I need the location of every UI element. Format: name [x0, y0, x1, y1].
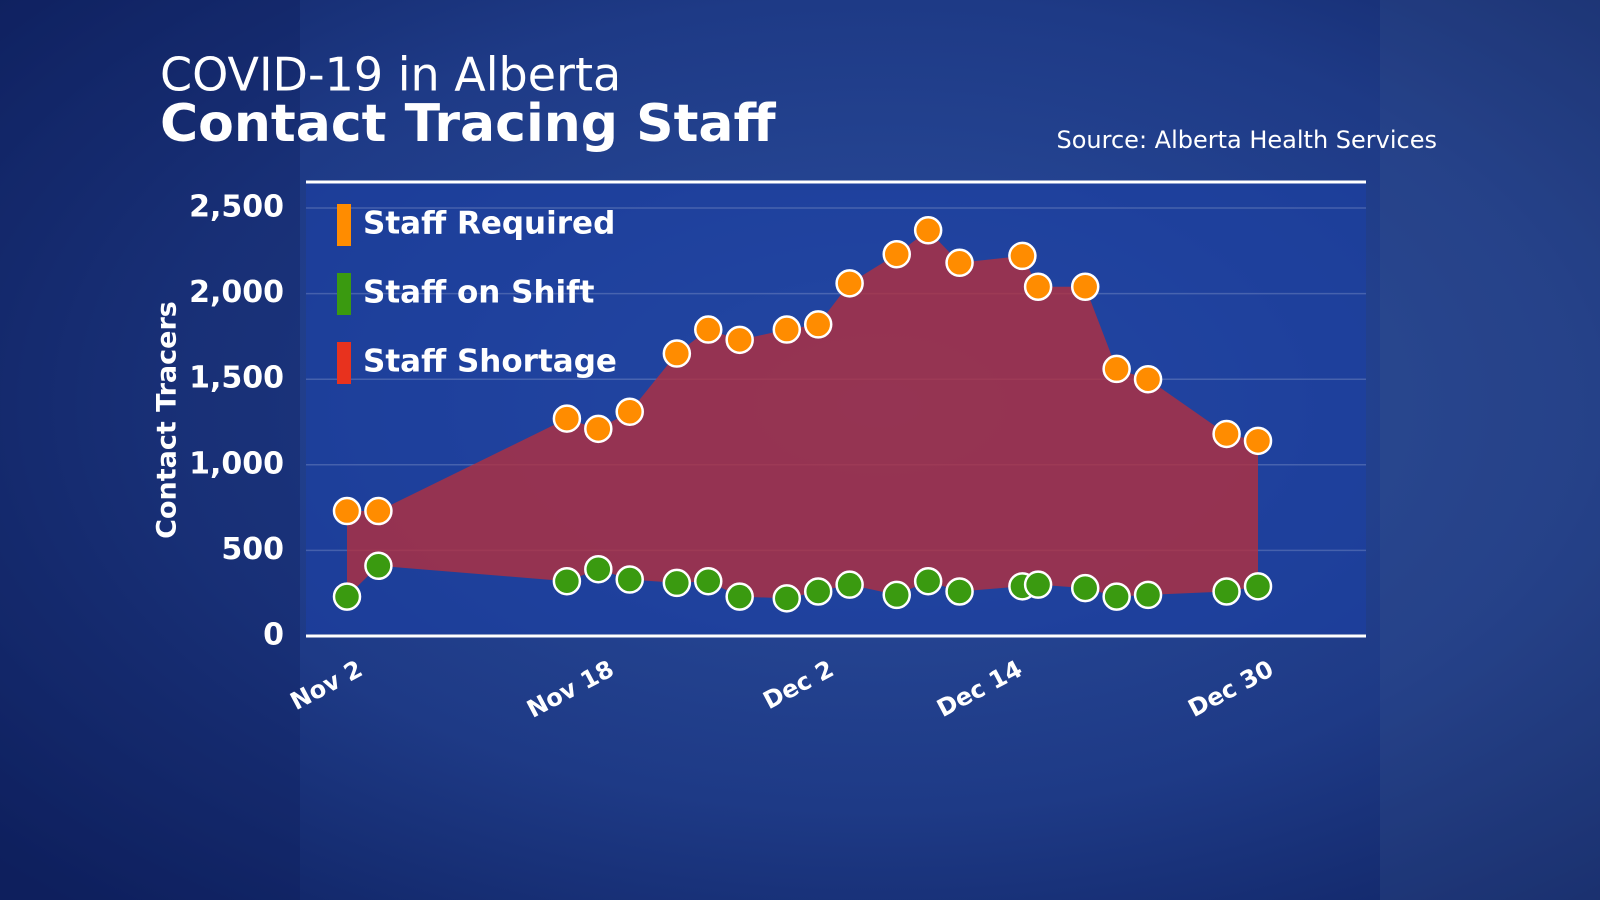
point — [945, 577, 974, 606]
point — [913, 216, 943, 245]
point — [1102, 354, 1131, 384]
point — [1070, 573, 1100, 603]
legend-swatch — [337, 204, 351, 246]
legend-label: Staff Required — [363, 206, 615, 242]
chart-subtitle: Contact Tracing Staff — [160, 94, 777, 154]
point — [725, 582, 754, 611]
chart-title: COVID-19 in Alberta — [160, 48, 621, 102]
point — [662, 339, 692, 368]
y-tick-label: 2,500 — [189, 190, 284, 225]
legend-swatch — [337, 342, 351, 384]
point — [584, 414, 613, 444]
y-tick-label: 500 — [221, 532, 284, 567]
legend-swatch — [337, 273, 351, 315]
background-shade — [1380, 0, 1600, 900]
y-axis-label: Contact Tracers — [152, 301, 183, 539]
point — [913, 566, 943, 596]
point — [1023, 570, 1053, 599]
point — [835, 570, 864, 599]
point — [662, 568, 692, 598]
point — [1023, 272, 1053, 302]
point — [332, 582, 362, 611]
point — [364, 496, 393, 526]
plot — [306, 207, 1366, 613]
legend-label: Staff on Shift — [363, 275, 595, 311]
y-tick-label: 1,500 — [189, 361, 284, 396]
point — [364, 551, 393, 581]
point — [1070, 272, 1100, 302]
point — [1243, 426, 1273, 456]
point — [615, 397, 644, 426]
point — [694, 315, 723, 344]
legend-label: Staff Shortage — [363, 344, 617, 380]
point — [332, 496, 362, 526]
point — [584, 554, 613, 584]
point — [725, 325, 754, 355]
point — [1102, 582, 1131, 611]
point — [835, 269, 864, 298]
point — [882, 239, 911, 269]
point — [803, 310, 833, 339]
point — [1212, 419, 1241, 449]
source: Source: Alberta Health Services — [1057, 126, 1437, 154]
point — [1008, 241, 1037, 271]
point — [615, 565, 644, 594]
point — [945, 248, 974, 278]
point — [772, 584, 802, 613]
y-tick-label: 2,000 — [189, 275, 284, 310]
point — [1133, 580, 1163, 610]
point — [882, 580, 911, 610]
y-tick-label: 0 — [263, 618, 284, 653]
point — [1212, 577, 1241, 606]
point — [552, 404, 582, 433]
y-tick-label: 1,000 — [189, 446, 284, 481]
point — [803, 577, 833, 606]
point — [694, 566, 723, 596]
point — [1133, 364, 1163, 394]
point — [552, 566, 582, 596]
shortage-area — [347, 230, 1258, 599]
point — [1243, 572, 1273, 601]
point — [772, 315, 802, 344]
background-shade — [0, 0, 300, 900]
